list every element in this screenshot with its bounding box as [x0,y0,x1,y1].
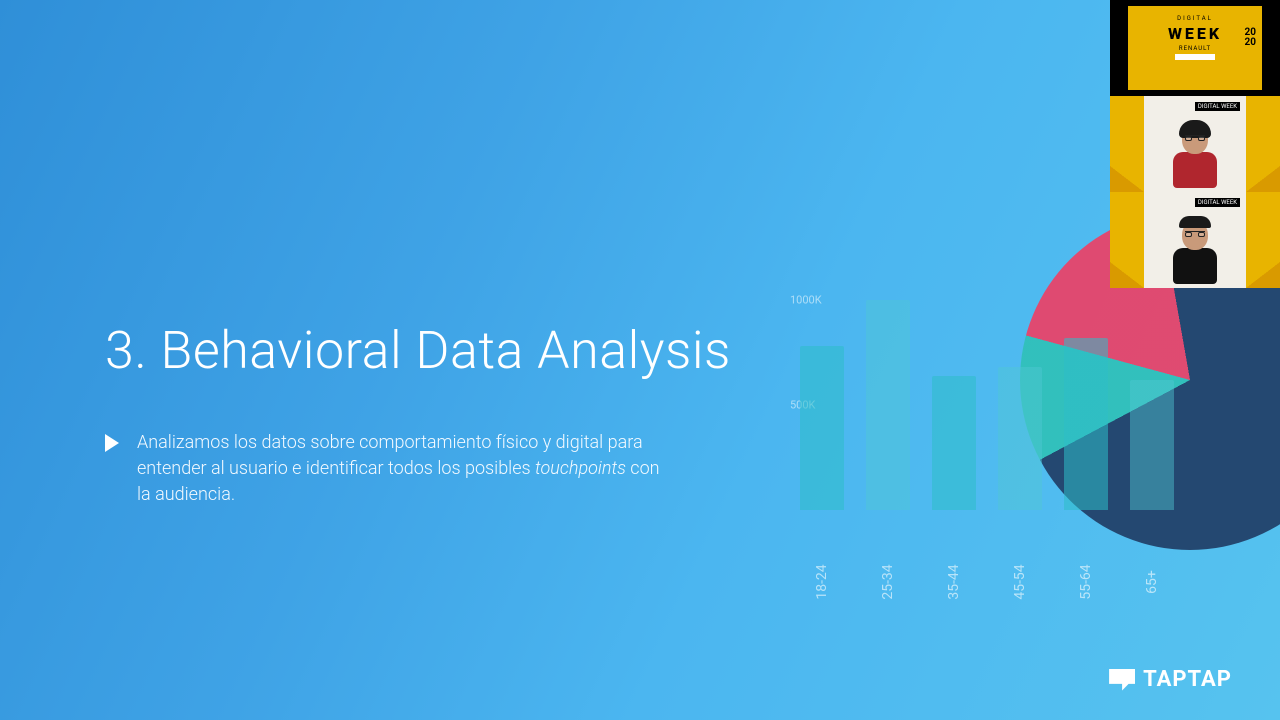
bullet-em: touchpoints [535,458,626,479]
x-label: 25-34 [880,560,896,604]
logo-mark-icon [1109,669,1135,691]
speaker-avatar-2 [1167,220,1223,286]
bars-container [790,300,1210,510]
x-labels: 18-2425-3435-4445-5455-6465+ [790,554,1210,570]
bar [866,300,910,510]
thumb-badge-1: DIGITAL WEEK [1195,102,1240,111]
bar [998,367,1042,510]
x-label: 18-24 [814,560,830,604]
thumb-line2: WEEK [1168,24,1222,43]
bar [800,346,844,510]
speaker-avatar-1 [1167,124,1223,190]
bar [932,376,976,510]
bullet-row: Analizamos los datos sobre comportamient… [105,430,665,508]
thumb-brand: RENAULT [1179,45,1211,52]
thumb-line1: DIGITAL [1177,15,1213,22]
thumb-year-b: 20 [1245,37,1256,48]
slide-heading: 3. Behavioral Data Analysis [105,320,731,381]
participant-thumbnails: DIGITAL WEEK RENAULT 2020 DIGITAL WEEK D… [1110,0,1280,288]
bar [1064,338,1108,510]
thumbnail-speaker-2[interactable]: DIGITAL WEEK [1110,192,1280,288]
logo-text: TAPTAP [1143,667,1232,692]
age-bar-chart: 1000K500K 18-2425-3435-4445-5455-6465+ [790,300,1210,550]
brand-logo: TAPTAP [1109,667,1232,692]
x-label: 65+ [1144,560,1160,604]
x-label: 55-64 [1078,560,1094,604]
thumb-badge-2: DIGITAL WEEK [1195,198,1240,207]
thumbnail-speaker-1[interactable]: DIGITAL WEEK [1110,96,1280,192]
bar [1130,380,1174,510]
presentation-slide: 3. Behavioral Data Analysis Analizamos l… [0,0,1280,720]
thumbnail-title-card[interactable]: DIGITAL WEEK RENAULT 2020 [1110,0,1280,96]
play-bullet-icon [105,434,119,452]
bullet-text: Analizamos los datos sobre comportamient… [137,430,665,508]
x-label: 35-44 [946,560,962,604]
x-label: 45-54 [1012,560,1028,604]
